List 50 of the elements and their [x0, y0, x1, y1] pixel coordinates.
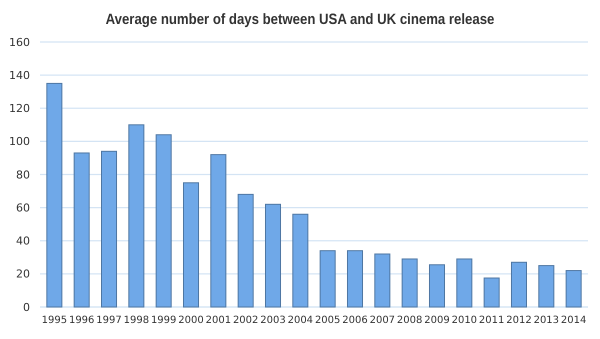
- x-tick-label: 2000: [178, 315, 204, 326]
- bar: [156, 134, 172, 308]
- x-tick-label: 2002: [232, 315, 258, 326]
- bar: [456, 258, 472, 308]
- x-tick-label: 2007: [370, 315, 396, 326]
- x-tick-label: 2005: [314, 315, 340, 326]
- bar: [238, 194, 254, 308]
- bar: [264, 204, 282, 308]
- bar: [510, 262, 528, 308]
- y-tick-label: 60: [16, 201, 30, 214]
- x-tick-label: 2013: [534, 315, 560, 326]
- chart-title: Average number of days between USA and UK cinema release: [106, 10, 495, 28]
- bar: [128, 124, 144, 308]
- x-tick-label: 1998: [124, 315, 150, 326]
- bar: [374, 254, 390, 308]
- x-tick-label: 1997: [96, 315, 122, 326]
- x-tick-label: 2001: [206, 315, 232, 326]
- bar: [320, 250, 336, 308]
- y-tick-label: 80: [16, 168, 30, 182]
- y-tick-label: 0: [23, 300, 30, 314]
- bar: [402, 258, 418, 308]
- x-tick-label: 2014: [560, 315, 586, 326]
- bar: [538, 265, 554, 308]
- y-tick-label: 100: [9, 135, 30, 148]
- x-tick-label: 2006: [342, 315, 368, 326]
- x-tick-label: 1999: [150, 315, 176, 326]
- bar: [292, 214, 308, 308]
- x-tick-label: 2004: [288, 315, 314, 326]
- x-tick-label: 2003: [260, 315, 286, 326]
- x-tick-label: 1995: [42, 315, 68, 326]
- bar: [428, 264, 446, 308]
- y-tick-label: 140: [9, 68, 30, 82]
- y-tick-label: 40: [16, 234, 30, 248]
- x-tick-label: 2009: [424, 315, 450, 326]
- x-tick-label: 2012: [506, 315, 532, 326]
- bar: [210, 154, 226, 308]
- bar: [346, 250, 364, 308]
- bar: [46, 82, 62, 308]
- x-tick-label: 2010: [452, 315, 478, 326]
- y-tick-label: 20: [16, 268, 30, 281]
- x-tick-label: 2011: [478, 315, 504, 326]
- bar: [566, 270, 582, 308]
- y-tick-label: 120: [9, 102, 30, 116]
- bar: [100, 150, 118, 308]
- y-tick-label: 160: [9, 36, 30, 49]
- bar: [182, 182, 200, 308]
- x-tick-label: 2008: [396, 315, 422, 326]
- bar: [74, 152, 90, 308]
- x-tick-label: 1996: [68, 315, 94, 326]
- bar: [484, 278, 500, 308]
